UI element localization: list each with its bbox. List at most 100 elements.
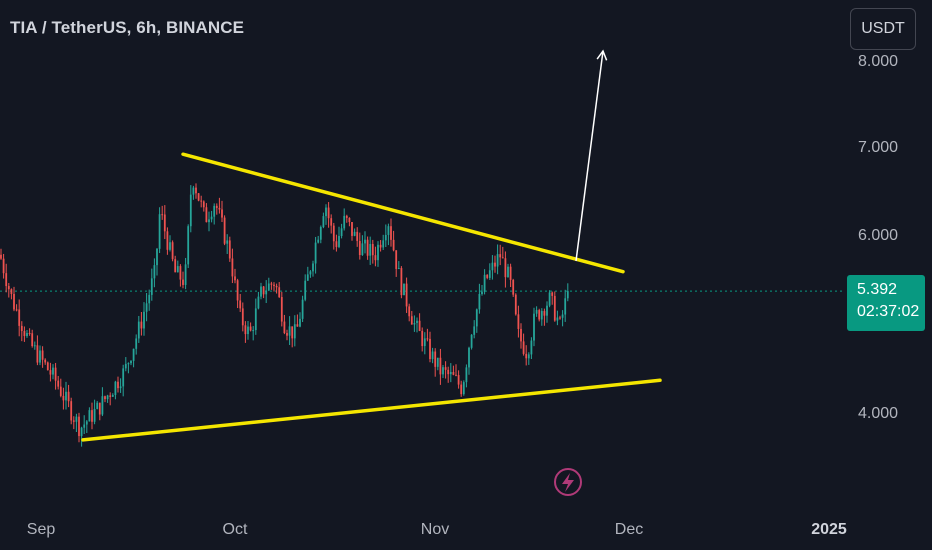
candle bbox=[88, 407, 91, 422]
candle bbox=[468, 346, 470, 375]
candle bbox=[351, 221, 353, 241]
candle bbox=[39, 345, 41, 366]
candle bbox=[553, 291, 556, 322]
candle bbox=[340, 223, 343, 239]
candle bbox=[327, 202, 330, 228]
candle bbox=[78, 412, 80, 443]
candle bbox=[486, 274, 489, 280]
candle bbox=[410, 310, 413, 325]
candle bbox=[384, 224, 387, 248]
candle bbox=[348, 217, 351, 227]
candle bbox=[353, 228, 356, 237]
candle bbox=[434, 348, 437, 377]
candle bbox=[7, 283, 10, 298]
trendline-upper[interactable] bbox=[181, 152, 625, 274]
candle bbox=[413, 315, 416, 332]
candle bbox=[457, 370, 460, 389]
x-tick-label: 2025 bbox=[811, 521, 847, 538]
candle bbox=[44, 358, 47, 365]
candle bbox=[171, 240, 174, 262]
candle bbox=[527, 352, 530, 365]
candle bbox=[543, 308, 546, 326]
candle bbox=[200, 195, 203, 208]
candle bbox=[475, 308, 478, 333]
candle bbox=[189, 185, 192, 233]
candle bbox=[10, 288, 13, 300]
symbol-title[interactable]: TIA / TetherUS, 6h, BINANCE bbox=[10, 18, 245, 37]
candle bbox=[36, 335, 39, 366]
candle bbox=[382, 234, 385, 251]
candle bbox=[561, 310, 564, 327]
candle bbox=[306, 266, 309, 281]
candle bbox=[210, 210, 213, 223]
candle bbox=[345, 214, 348, 223]
drawings-group[interactable] bbox=[81, 49, 662, 442]
candle bbox=[286, 329, 288, 341]
candle bbox=[374, 246, 377, 267]
candle bbox=[104, 395, 106, 403]
candle bbox=[106, 394, 109, 403]
candle bbox=[299, 312, 301, 328]
candle bbox=[483, 269, 486, 295]
arrow-head bbox=[596, 49, 608, 61]
candle bbox=[288, 316, 291, 346]
candle bbox=[119, 378, 122, 393]
x-tick-label: Nov bbox=[421, 521, 449, 538]
candle bbox=[182, 271, 184, 289]
candle bbox=[293, 315, 296, 347]
candle bbox=[117, 376, 119, 393]
candle bbox=[507, 263, 509, 278]
candle bbox=[46, 361, 49, 371]
candle bbox=[148, 289, 151, 311]
candle bbox=[98, 402, 101, 421]
candle bbox=[0, 248, 2, 260]
candle bbox=[452, 365, 455, 376]
candle bbox=[124, 357, 127, 372]
flash-button[interactable] bbox=[554, 468, 582, 496]
candle bbox=[314, 236, 317, 274]
candle bbox=[317, 235, 320, 244]
candle bbox=[332, 222, 335, 250]
candle bbox=[309, 270, 312, 278]
candle bbox=[137, 315, 140, 343]
candle bbox=[361, 235, 364, 256]
candle bbox=[397, 261, 400, 270]
candle bbox=[54, 362, 57, 390]
candle bbox=[322, 212, 325, 229]
candle bbox=[512, 278, 515, 297]
candle bbox=[143, 302, 145, 336]
candle bbox=[41, 346, 44, 368]
candle bbox=[244, 321, 247, 343]
y-tick-label: 4.000 bbox=[858, 405, 898, 422]
candle bbox=[234, 268, 236, 284]
candle bbox=[166, 227, 169, 255]
trendline-lower[interactable] bbox=[81, 378, 662, 442]
candle bbox=[559, 315, 561, 320]
candle bbox=[296, 314, 299, 327]
candle bbox=[403, 283, 405, 296]
candle bbox=[462, 380, 465, 396]
candle bbox=[283, 314, 286, 335]
candle bbox=[163, 205, 166, 240]
candle bbox=[265, 280, 268, 304]
candle bbox=[416, 317, 418, 333]
candle bbox=[556, 310, 559, 326]
candle bbox=[267, 277, 270, 292]
currency-button[interactable]: USDT bbox=[850, 8, 916, 50]
candle bbox=[356, 227, 359, 247]
candle bbox=[208, 211, 210, 232]
projection-arrow[interactable] bbox=[575, 49, 608, 262]
candle bbox=[127, 362, 130, 374]
candle bbox=[379, 240, 382, 252]
candle bbox=[436, 357, 439, 371]
candle bbox=[218, 197, 221, 214]
candle bbox=[444, 361, 447, 379]
candle bbox=[221, 200, 223, 222]
x-tick-label: Dec bbox=[615, 521, 643, 538]
candle bbox=[392, 230, 395, 252]
candle bbox=[494, 255, 496, 273]
candle bbox=[158, 207, 161, 254]
candle bbox=[197, 192, 200, 202]
candle bbox=[215, 203, 218, 215]
